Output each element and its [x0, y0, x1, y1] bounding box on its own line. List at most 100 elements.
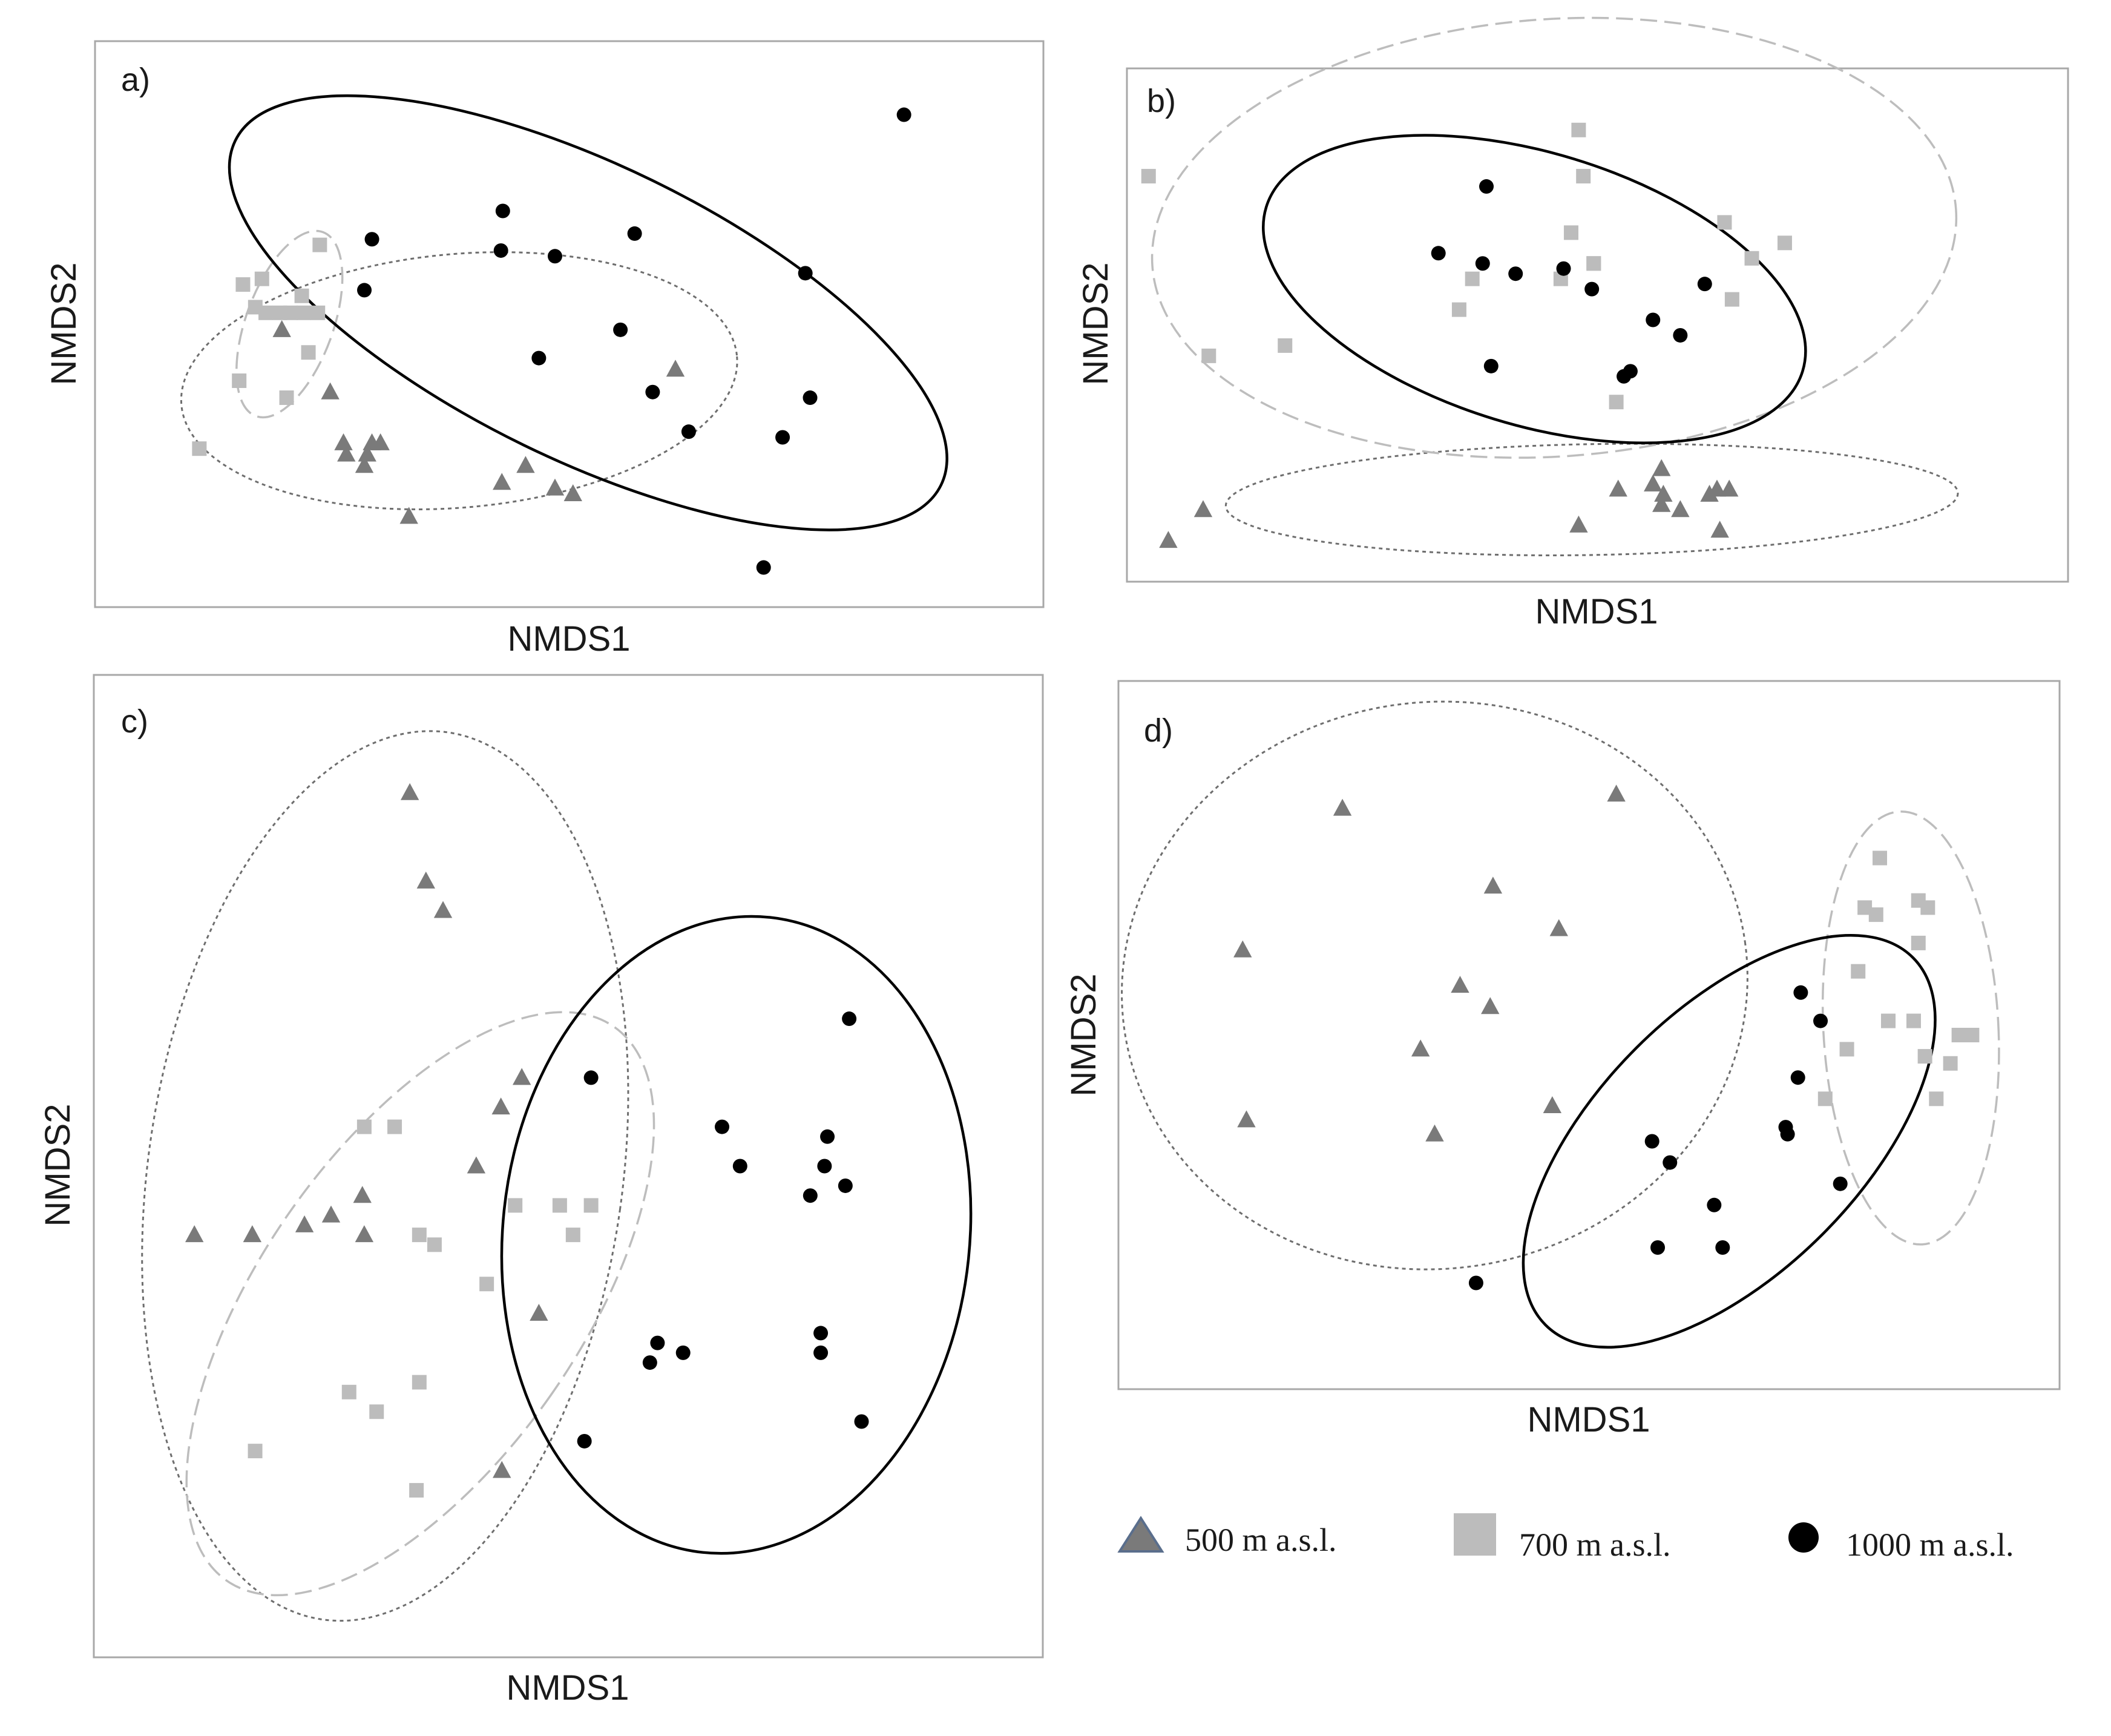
panel-c-point-500-0: [185, 1225, 204, 1243]
panel-c-point-1000-13: [842, 1011, 857, 1027]
panel-d-ellipse-1000: [1522, 933, 1937, 1349]
panel-c-point-700-5: [412, 1375, 427, 1390]
panel-a: a) NMDS1 NMDS2: [44, 40, 1045, 659]
panel-a-point-1000-11: [775, 430, 790, 445]
panel-b-ellipse-700: [1151, 16, 1958, 459]
panel-c-frame: [93, 674, 1044, 1659]
panel-c-point-1000-2: [642, 1355, 657, 1370]
panel-d-point-500-7: [1483, 876, 1503, 894]
panel-a-point-700-8: [283, 305, 298, 320]
panel-a-point-1000-12: [798, 266, 813, 281]
panel-c-point-1000-0: [577, 1433, 592, 1448]
panel-c-point-500-11: [512, 1068, 531, 1085]
panel-c-point-1000-1: [583, 1070, 599, 1085]
panel-d-point-500-8: [1543, 1096, 1562, 1113]
panel-c-point-700-7: [387, 1119, 402, 1134]
panel-a-point-700-11: [301, 345, 316, 360]
panel-b-point-500-0: [1159, 531, 1178, 548]
panel-b-point-500-5: [1652, 495, 1671, 512]
panel-b: b) NMDS1 NMDS2: [1076, 16, 2069, 631]
panel-a-point-700-4: [254, 271, 269, 286]
panel-d-point-700-4: [1868, 907, 1883, 922]
panel-b-point-700-2: [1278, 338, 1293, 353]
panel-c-point-700-11: [552, 1198, 567, 1213]
panel-c-ellipse-700: [185, 1011, 655, 1597]
panel-a-ellipse-500: [180, 251, 738, 510]
legend-label-500: 500 m a.s.l.: [1185, 1522, 1337, 1558]
panel-d-point-700-1: [1839, 1042, 1854, 1057]
panel-a-point-1000-8: [645, 384, 660, 399]
panel-a-point-500-11: [545, 478, 565, 496]
panel-c-point-700-0: [248, 1444, 263, 1459]
panel-b-point-1000-8: [1623, 364, 1638, 379]
panel-c-point-500-2: [295, 1215, 314, 1232]
panel-d-point-1000-0: [1468, 1275, 1483, 1290]
legend-item-700: 700 m a.s.l.: [1454, 1513, 1671, 1563]
panel-c-point-500-9: [467, 1156, 486, 1174]
panel-d-point-500-5: [1451, 976, 1469, 993]
panel-a-point-500-4: [355, 456, 374, 473]
panel-b-point-700-11: [1609, 395, 1624, 410]
panel-b-plot-area: [1141, 16, 1959, 556]
panel-d-point-700-8: [1911, 935, 1926, 950]
panel-d-point-1000-11: [1833, 1176, 1848, 1191]
panel-a-ellipse-1000: [228, 94, 948, 531]
panel-a-point-500-7: [371, 433, 390, 450]
panel-b-point-500-11: [1710, 521, 1729, 538]
panel-c-point-500-12: [530, 1303, 548, 1321]
panel-b-frame: [1126, 67, 2069, 583]
panel-b-point-1000-4: [1508, 266, 1523, 281]
panel-d-point-700-5: [1872, 850, 1887, 866]
legend-circle-icon: [1788, 1522, 1819, 1553]
panel-d-frame: [1117, 680, 2061, 1390]
panel-d-ellipse-700: [1821, 810, 2000, 1246]
panel-a-y-axis-title: NMDS2: [44, 262, 84, 385]
panel-b-point-1000-6: [1584, 281, 1600, 297]
panel-c-point-700-13: [583, 1198, 599, 1213]
panel-b-point-1000-2: [1479, 179, 1494, 194]
panel-b-point-1000-9: [1646, 312, 1661, 327]
panel-a-point-1000-10: [756, 560, 771, 575]
panel-b-point-700-12: [1717, 215, 1732, 230]
panel-b-point-700-15: [1777, 235, 1792, 251]
panel-c-point-1000-10: [817, 1159, 832, 1174]
legend-square-icon: [1454, 1513, 1496, 1556]
panel-d-point-700-13: [1943, 1056, 1958, 1071]
panel-d-point-500-4: [1425, 1124, 1444, 1142]
panel-d-point-700-7: [1906, 1013, 1921, 1028]
panel-a-point-700-9: [294, 288, 309, 303]
panel-d-point-500-0: [1233, 940, 1252, 958]
panel-b-label: b): [1147, 83, 1176, 119]
panel-a-point-500-1: [321, 382, 340, 399]
panel-c-point-1000-14: [854, 1414, 869, 1429]
panel-b-point-1000-0: [1431, 246, 1446, 261]
panel-b-ellipse-500: [1224, 442, 1959, 556]
panel-c-point-700-2: [369, 1404, 384, 1419]
legend-label-1000: 1000 m a.s.l.: [1846, 1527, 2014, 1563]
panel-b-point-500-1: [1193, 500, 1213, 518]
panel-a-point-500-12: [563, 484, 582, 501]
panel-c-point-1000-9: [813, 1326, 829, 1341]
panel-d-point-1000-1: [1644, 1134, 1660, 1149]
panel-d-point-1000-9: [1793, 985, 1808, 1000]
panel-b-point-500-10: [1707, 479, 1727, 497]
panel-a-point-1000-2: [493, 243, 508, 258]
panel-b-y-axis-title: NMDS2: [1076, 262, 1115, 385]
panel-c-point-700-3: [409, 1483, 424, 1498]
panel-a-label: a): [121, 62, 150, 98]
panel-d-point-700-15: [1965, 1028, 1980, 1042]
panel-d-point-1000-2: [1650, 1240, 1666, 1255]
panel-c-ellipse-500: [141, 730, 629, 1622]
panel-d-point-1000-7: [1780, 1126, 1795, 1142]
panel-a-point-1000-13: [803, 390, 818, 406]
panel-a-point-700-1: [232, 373, 247, 388]
panel-c-point-1000-7: [803, 1188, 818, 1203]
panel-b-point-700-6: [1563, 225, 1578, 240]
panel-a-point-1000-3: [495, 203, 510, 219]
panel-c-point-1000-3: [650, 1335, 665, 1350]
panel-b-point-700-13: [1724, 292, 1739, 307]
panel-b-point-500-4: [1644, 474, 1663, 492]
panel-b-point-700-10: [1586, 256, 1601, 271]
panel-a-plot-area: [180, 94, 948, 575]
panel-c-point-700-8: [427, 1237, 442, 1252]
